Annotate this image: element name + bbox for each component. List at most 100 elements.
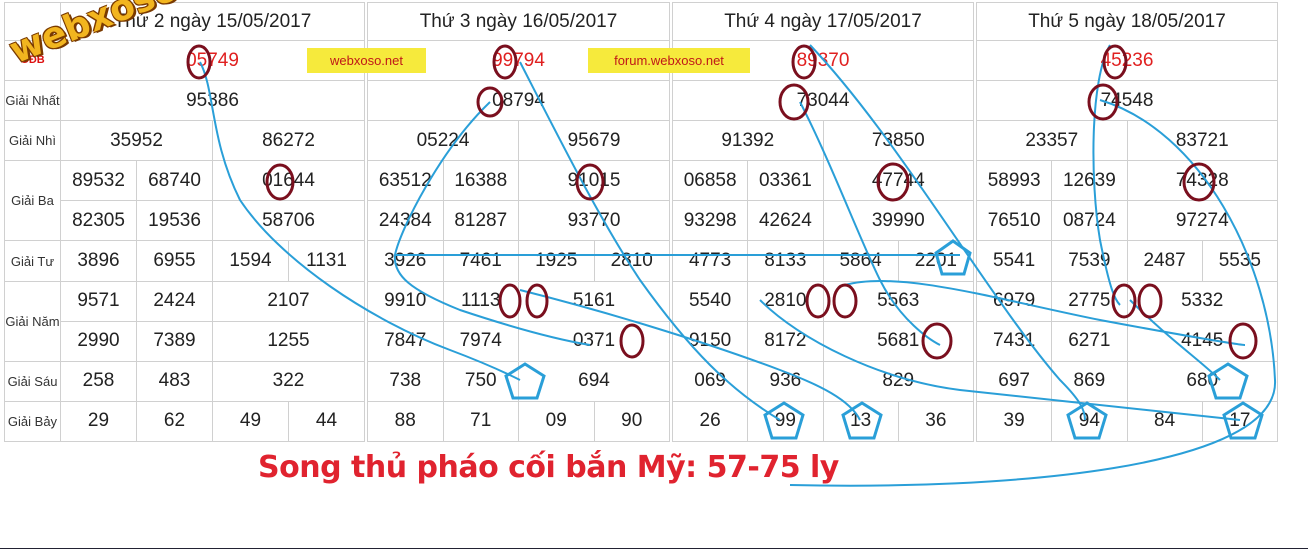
- nam-value: 6271: [1051, 320, 1128, 362]
- ba-value: 91015: [518, 160, 670, 202]
- bay-value: 90: [593, 400, 670, 443]
- bay-value: 62: [136, 400, 213, 443]
- nam-value: 6979: [975, 280, 1053, 322]
- bay-value: 39: [975, 400, 1053, 443]
- ba-value: 63512: [367, 160, 444, 202]
- ba-value: 93298: [671, 200, 749, 242]
- ba-value: 19536: [136, 200, 213, 242]
- tu-value: 4773: [671, 240, 749, 282]
- tu-value: 2201: [897, 240, 975, 282]
- ba-value: 68740: [136, 160, 213, 202]
- nam-value: 9571: [60, 280, 137, 322]
- nam-value: 5332: [1126, 280, 1278, 322]
- nhi-value: 83721: [1126, 120, 1278, 162]
- nam-value: 7974: [442, 320, 519, 362]
- ba-value: 03361: [747, 160, 824, 202]
- sau-value: 322: [212, 360, 365, 402]
- tu-value: 6955: [136, 240, 213, 282]
- nhat-value: 95386: [60, 80, 365, 122]
- nhat-value: 73044: [672, 80, 974, 122]
- bay-value: 29: [60, 400, 137, 443]
- label-bay: Giải Bảy: [4, 400, 61, 443]
- nhi-value: 86272: [212, 120, 365, 162]
- nam-value: 5681: [822, 320, 974, 362]
- bay-value: 26: [671, 400, 749, 443]
- ba-value: 81287: [442, 200, 519, 242]
- forum-badge[interactable]: forum.webxoso.net: [588, 48, 750, 73]
- ba-value: 93770: [518, 200, 670, 242]
- nam-value: 9150: [671, 320, 749, 362]
- ba-value: 82305: [60, 200, 137, 242]
- bay-value: 36: [897, 400, 975, 443]
- ba-value: 24384: [367, 200, 444, 242]
- ba-value: 39990: [822, 200, 974, 242]
- bay-value: 44: [288, 400, 365, 443]
- sau-value: 738: [367, 360, 444, 402]
- bay-value: 13: [822, 400, 899, 443]
- nhi-value: 35952: [60, 120, 213, 162]
- tu-value: 7461: [442, 240, 519, 282]
- ba-value: 97274: [1126, 200, 1278, 242]
- nam-value: 8172: [747, 320, 824, 362]
- results-table-day-4: Thứ 5 ngày 18/05/2017 45236 74548 23357 8…: [975, 1, 1279, 443]
- nam-value: 4145: [1126, 320, 1278, 362]
- bay-value: 09: [518, 400, 595, 443]
- nhat-value: 74548: [976, 80, 1278, 122]
- bay-value: 71: [442, 400, 519, 443]
- nhi-value: 95679: [518, 120, 670, 162]
- bottom-divider: [0, 548, 1308, 549]
- sau-value: 829: [822, 360, 974, 402]
- tu-value: 1925: [518, 240, 595, 282]
- label-ba: Giải Ba: [4, 160, 61, 242]
- nam-value: 2775: [1051, 280, 1128, 322]
- sau-value: 936: [747, 360, 824, 402]
- ba-value: 08724: [1051, 200, 1128, 242]
- tu-value: 3926: [367, 240, 444, 282]
- tu-value: 5535: [1201, 240, 1279, 282]
- tu-value: 5864: [822, 240, 899, 282]
- nhi-value: 05224: [367, 120, 519, 162]
- bay-value: 99: [747, 400, 824, 443]
- sau-value: 694: [518, 360, 670, 402]
- prediction-caption: Song thủ pháo cối bắn Mỹ: 57-75 ly: [258, 450, 839, 485]
- bay-value: 84: [1126, 400, 1203, 443]
- tu-value: 5541: [975, 240, 1053, 282]
- ba-value: 12639: [1051, 160, 1128, 202]
- bay-value: 49: [212, 400, 289, 443]
- label-nhat: Giải Nhất: [4, 80, 61, 122]
- nam-value: 7389: [136, 320, 213, 362]
- bay-value: 94: [1051, 400, 1128, 443]
- site-badge[interactable]: webxoso.net: [307, 48, 426, 73]
- bay-value: 88: [367, 400, 444, 443]
- nam-value: 9910: [367, 280, 444, 322]
- sau-value: 869: [1051, 360, 1128, 402]
- nam-value: 2107: [212, 280, 365, 322]
- day-header: Thứ 2 ngày 15/05/2017: [60, 1, 365, 42]
- nam-value: 2990: [60, 320, 137, 362]
- nam-value: 2424: [136, 280, 213, 322]
- day-header: Thứ 4 ngày 17/05/2017: [672, 1, 974, 42]
- ba-value: 06858: [671, 160, 749, 202]
- ba-value: 01644: [212, 160, 365, 202]
- nhi-value: 73850: [822, 120, 974, 162]
- nam-value: 7847: [367, 320, 444, 362]
- tu-value: 3896: [60, 240, 137, 282]
- ba-value: 76510: [975, 200, 1053, 242]
- ba-value: 42624: [747, 200, 824, 242]
- sau-value: 750: [442, 360, 519, 402]
- tu-value: 8133: [747, 240, 824, 282]
- sau-value: 069: [671, 360, 749, 402]
- tu-value: 7539: [1051, 240, 1128, 282]
- tu-value: 2810: [593, 240, 670, 282]
- day-header: Thứ 3 ngày 16/05/2017: [367, 1, 670, 42]
- bay-value: 17: [1201, 400, 1279, 443]
- nam-value: 2810: [747, 280, 824, 322]
- sau-value: 680: [1126, 360, 1278, 402]
- tu-value: 1594: [212, 240, 289, 282]
- nhat-value: 08794: [367, 80, 670, 122]
- tu-value: 1131: [288, 240, 365, 282]
- sau-value: 258: [60, 360, 137, 402]
- nhi-value: 23357: [976, 120, 1128, 162]
- nam-value: 5540: [671, 280, 749, 322]
- nam-value: 5563: [822, 280, 974, 322]
